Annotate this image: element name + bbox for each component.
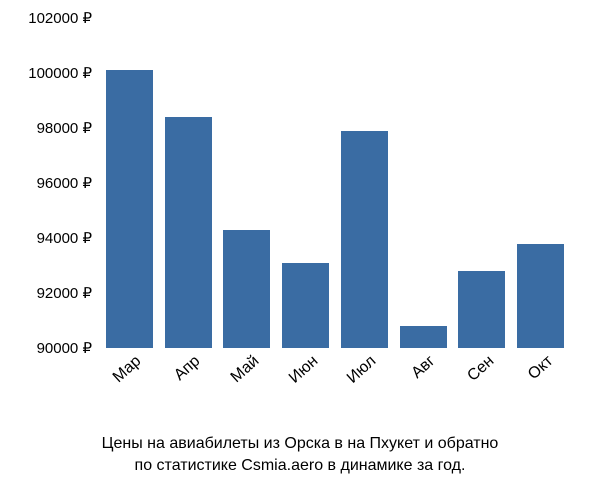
bar	[458, 271, 505, 348]
price-bar-chart: 90000 ₽ 92000 ₽ 94000 ₽ 96000 ₽ 98000 ₽ 10000…	[0, 0, 600, 500]
bar	[282, 263, 329, 348]
bar	[341, 131, 388, 348]
y-tick-label: 98000 ₽	[37, 119, 100, 137]
plot-area: 90000 ₽92000 ₽94000 ₽96000 ₽98000 ₽10000…	[100, 18, 570, 348]
y-tick-label: 94000 ₽	[37, 229, 100, 247]
bar	[517, 244, 564, 349]
y-tick-label: 92000 ₽	[37, 284, 100, 302]
caption-line-2: по статистике Csmia.aero в динамике за г…	[0, 457, 600, 475]
bar	[106, 70, 153, 348]
bar	[165, 117, 212, 348]
y-tick-label: 102000 ₽	[28, 9, 100, 27]
y-tick-label: 100000 ₽	[28, 64, 100, 82]
y-tick-label: 90000 ₽	[37, 339, 100, 357]
y-tick-label: 96000 ₽	[37, 174, 100, 192]
caption-line-1: Цены на авиабилеты из Орска в на Пхукет …	[0, 435, 600, 453]
bar	[223, 230, 270, 348]
bar	[400, 326, 447, 348]
